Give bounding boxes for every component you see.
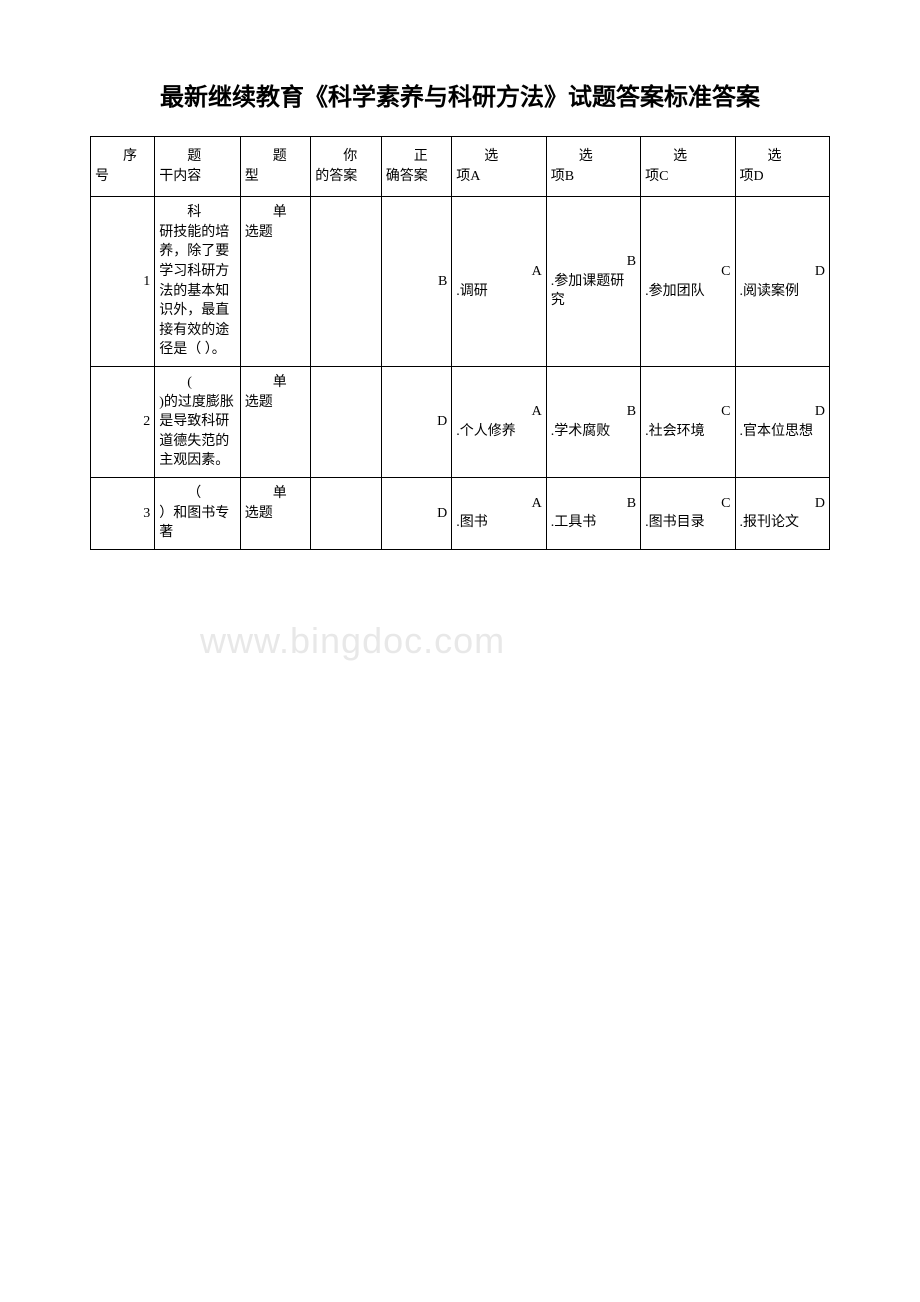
page-title: 最新继续教育《科学素养与科研方法》试题答案标准答案 bbox=[90, 80, 830, 116]
table-row: 1 科研技能的培养，除了要学习科研方法的基本知识外，最直接有效的途径是（ ）。 … bbox=[91, 197, 830, 367]
cell-opt-a: A.个人修养 bbox=[452, 366, 546, 477]
table-row: 2 ()的过度膨胀是导致科研道德失范的主观因素。 单选题 D A.个人修养 B.… bbox=[91, 366, 830, 477]
header-your-answer: 你 的答案 bbox=[311, 137, 382, 197]
cell-type: 单选题 bbox=[240, 197, 311, 367]
cell-content: 科研技能的培养，除了要学习科研方法的基本知识外，最直接有效的途径是（ ）。 bbox=[155, 197, 241, 367]
header-opt-c: 选 项C bbox=[641, 137, 735, 197]
cell-opt-c: C.社会环境 bbox=[641, 366, 735, 477]
cell-opt-a: A.调研 bbox=[452, 197, 546, 367]
cell-opt-d: D.报刊论文 bbox=[735, 477, 829, 549]
cell-content: ()的过度膨胀是导致科研道德失范的主观因素。 bbox=[155, 366, 241, 477]
table-header-row: 序 号 题 干内容 题 型 你 的答案 正 确答案 选 项A 选 项B 选 项C bbox=[91, 137, 830, 197]
cell-your-answer bbox=[311, 477, 382, 549]
header-correct-answer: 正 确答案 bbox=[381, 137, 452, 197]
cell-opt-b: B.工具书 bbox=[546, 477, 640, 549]
cell-your-answer bbox=[311, 197, 382, 367]
cell-opt-b: B.参加课题研究 bbox=[546, 197, 640, 367]
cell-opt-d: D.阅读案例 bbox=[735, 197, 829, 367]
cell-seq: 1 bbox=[91, 197, 155, 367]
header-content: 题 干内容 bbox=[155, 137, 241, 197]
cell-type: 单选题 bbox=[240, 366, 311, 477]
cell-opt-b: B.学术腐败 bbox=[546, 366, 640, 477]
cell-opt-c: C.参加团队 bbox=[641, 197, 735, 367]
header-opt-b: 选 项B bbox=[546, 137, 640, 197]
header-opt-d: 选 项D bbox=[735, 137, 829, 197]
cell-correct-answer: D bbox=[381, 477, 452, 549]
cell-opt-c: C.图书目录 bbox=[641, 477, 735, 549]
cell-type: 单选题 bbox=[240, 477, 311, 549]
cell-opt-a: A.图书 bbox=[452, 477, 546, 549]
cell-opt-d: D.官本位思想 bbox=[735, 366, 829, 477]
header-seq: 序 号 bbox=[91, 137, 155, 197]
cell-content: （）和图书专著 bbox=[155, 477, 241, 549]
cell-correct-answer: B bbox=[381, 197, 452, 367]
header-opt-a: 选 项A bbox=[452, 137, 546, 197]
cell-correct-answer: D bbox=[381, 366, 452, 477]
cell-seq: 3 bbox=[91, 477, 155, 549]
header-type: 题 型 bbox=[240, 137, 311, 197]
table-row: 3 （）和图书专著 单选题 D A.图书 B.工具书 C.图书目录 D.报刊论文 bbox=[91, 477, 830, 549]
exam-table: 序 号 题 干内容 题 型 你 的答案 正 确答案 选 项A 选 项B 选 项C bbox=[90, 136, 830, 550]
watermark-text: www.bingdoc.com bbox=[200, 620, 505, 662]
cell-your-answer bbox=[311, 366, 382, 477]
cell-seq: 2 bbox=[91, 366, 155, 477]
